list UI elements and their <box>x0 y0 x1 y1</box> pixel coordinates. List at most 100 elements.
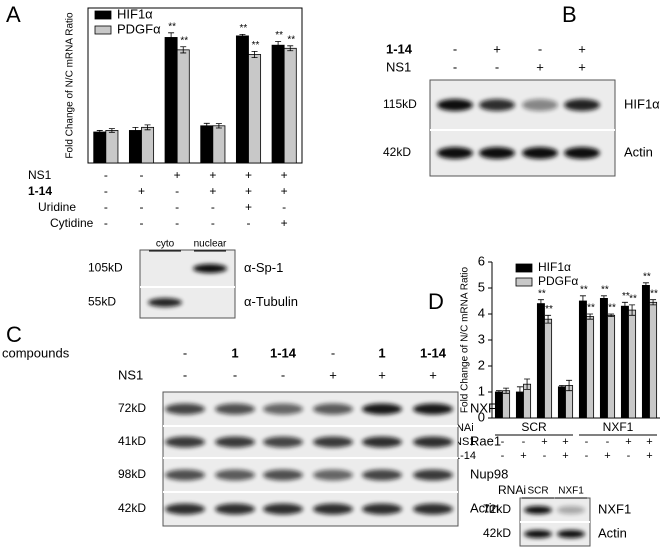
condition-label: Cytidine <box>50 216 94 230</box>
condition-value: + <box>245 200 252 214</box>
band-size-label: 41kD <box>118 434 146 448</box>
condition-value: - <box>501 450 505 462</box>
error-bar <box>275 41 282 50</box>
bar <box>628 309 637 419</box>
significance-label: ** <box>650 288 658 299</box>
legend-label: HIF1α <box>538 260 571 274</box>
condition-value: - <box>104 216 108 230</box>
condition-value: + <box>174 168 181 182</box>
legend-label: PDGFα <box>117 21 161 36</box>
panel-letter: B <box>562 2 577 27</box>
error-bar <box>516 386 523 398</box>
error-bar <box>180 46 187 54</box>
error-bar <box>650 299 657 306</box>
legend-swatch <box>94 10 112 20</box>
lane-label: nuclear <box>194 239 227 250</box>
condition-value: - <box>140 216 144 230</box>
blot-band <box>165 469 205 481</box>
condition-label: NS1 <box>28 168 52 182</box>
error-bar <box>566 379 573 392</box>
error-bar <box>642 282 649 289</box>
significance-label: ** <box>601 284 609 295</box>
condition-value: - <box>104 168 108 182</box>
bar <box>176 49 190 164</box>
condition-value: - <box>282 200 286 214</box>
condition-value: - <box>175 200 179 214</box>
bar <box>235 35 249 164</box>
band-name-label: Nup98 <box>470 466 508 481</box>
blot-band <box>413 503 453 515</box>
condition-value: - <box>281 367 285 382</box>
blot-band <box>524 530 552 538</box>
bar <box>105 130 119 164</box>
condition-group: NXF1 <box>603 420 634 434</box>
error-bar <box>558 385 565 389</box>
error-bar <box>545 314 552 324</box>
condition-value: 1 <box>231 345 238 360</box>
significance-label: ** <box>608 303 616 314</box>
condition-label: Uridine <box>38 200 76 214</box>
condition-value: - <box>501 436 505 448</box>
blot-band <box>437 99 473 111</box>
blot-band <box>413 436 453 448</box>
blot-background <box>429 79 616 177</box>
condition-label: NS1 <box>118 367 143 382</box>
condition-value: + <box>378 367 386 382</box>
condition-value: - <box>627 450 631 462</box>
blot-band <box>479 147 515 159</box>
band-name-label: HIF1α <box>624 96 660 111</box>
blot-band <box>313 436 353 448</box>
condition-value: - <box>140 200 144 214</box>
bar <box>248 54 262 164</box>
blot-band <box>215 469 255 481</box>
condition-value: - <box>522 436 526 448</box>
condition-label: 1-14 <box>28 184 52 198</box>
bar <box>620 305 629 419</box>
condition-value: - <box>585 436 589 448</box>
y-axis-label: Fold Change of N/C mRNA Ratio <box>460 266 471 413</box>
band-name-label: Rae1 <box>470 433 501 448</box>
condition-value: + <box>138 184 145 198</box>
y-tick-label: 4 <box>478 305 485 320</box>
error-bar <box>215 123 222 129</box>
significance-label: ** <box>275 30 283 41</box>
panel-letter: C <box>6 322 22 347</box>
y-tick-label: 6 <box>478 253 485 268</box>
lane-label: cyto <box>156 239 175 250</box>
blot-band <box>165 403 205 415</box>
condition-value: - <box>543 450 547 462</box>
blot-band <box>362 403 402 415</box>
blot-band <box>215 403 255 415</box>
band-size-label: 105kD <box>88 261 123 275</box>
condition-value: 1-14 <box>270 345 297 360</box>
legend-swatch <box>515 263 533 273</box>
condition-value: - <box>233 367 237 382</box>
condition-value: + <box>329 367 337 382</box>
band-name-label: Actin <box>470 500 499 515</box>
band-size-label: 42kD <box>118 501 146 515</box>
band-name-label: Actin <box>598 525 627 540</box>
band-size-label: 72kD <box>483 502 511 516</box>
bar <box>607 314 616 419</box>
y-tick-label: 5 <box>478 279 485 294</box>
condition-value: + <box>646 450 652 462</box>
band-size-label: 115kD <box>383 97 417 111</box>
bar <box>649 301 658 419</box>
significance-label: ** <box>643 271 651 282</box>
condition-value: - <box>585 450 589 462</box>
blot-band <box>148 298 182 307</box>
condition-value: + <box>209 184 216 198</box>
bar <box>128 130 142 164</box>
significance-label: ** <box>587 303 595 314</box>
lane-label: SCR <box>527 486 548 497</box>
error-bar <box>621 301 628 311</box>
condition-value: - <box>175 216 179 230</box>
condition-value: - <box>247 216 251 230</box>
error-bar <box>579 295 586 307</box>
condition-value: + <box>536 59 544 74</box>
error-bar <box>587 313 594 320</box>
band-size-label: 42kD <box>383 145 411 159</box>
condition-value: + <box>562 450 568 462</box>
blot-band <box>165 436 205 448</box>
error-bar <box>495 390 502 394</box>
